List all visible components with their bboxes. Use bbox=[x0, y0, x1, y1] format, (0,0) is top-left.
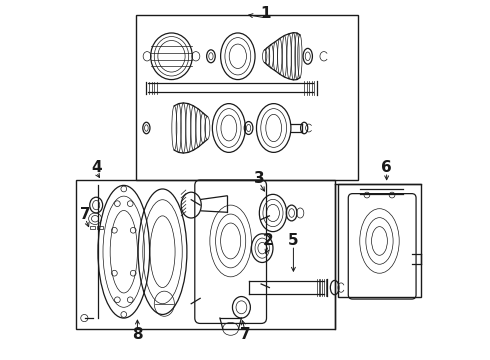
Bar bbox=[76, 180, 335, 329]
Text: 5: 5 bbox=[288, 234, 299, 248]
Bar bbox=[90, 226, 96, 229]
Text: 7: 7 bbox=[80, 207, 91, 221]
Bar bbox=[97, 226, 102, 229]
Text: 1: 1 bbox=[261, 6, 271, 21]
Text: 7: 7 bbox=[240, 328, 250, 342]
Text: 2: 2 bbox=[263, 234, 274, 248]
Text: 3: 3 bbox=[254, 171, 265, 186]
Text: 8: 8 bbox=[132, 328, 143, 342]
Bar bbox=[338, 184, 421, 297]
Text: 6: 6 bbox=[381, 160, 392, 175]
Bar bbox=[136, 15, 358, 180]
Text: 4: 4 bbox=[91, 160, 101, 175]
